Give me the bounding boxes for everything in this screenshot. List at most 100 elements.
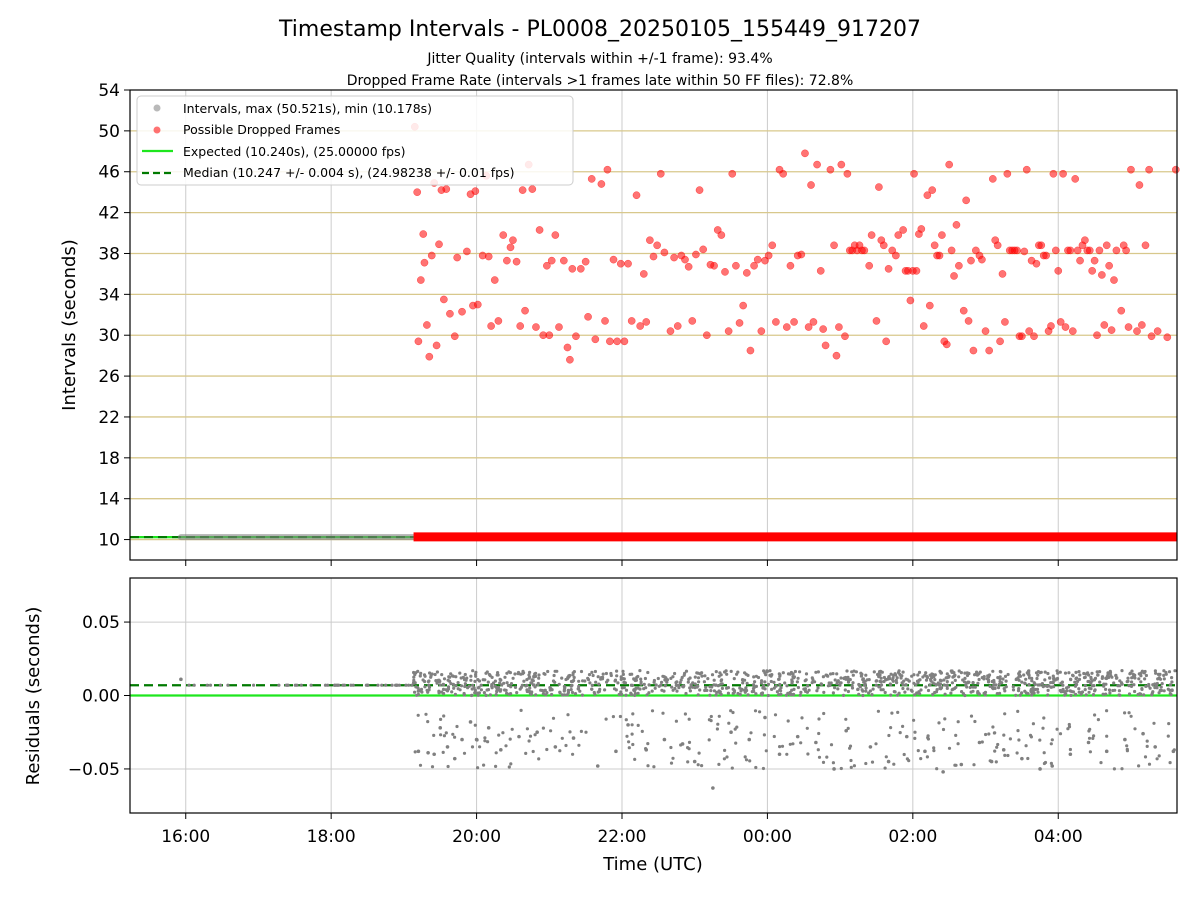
residual-point (806, 684, 810, 688)
residual-point (1074, 692, 1078, 697)
residual-extreme-point-19 (644, 748, 649, 752)
residual-outlier-point (980, 740, 984, 744)
dropped-frame-point-193 (1018, 332, 1026, 341)
residual-point (394, 683, 398, 687)
dropped-frame-point-162 (935, 251, 944, 260)
residual-point (562, 689, 566, 693)
residual-point (572, 675, 576, 680)
residual-point (525, 689, 529, 694)
residual-point (949, 691, 953, 695)
dropped-frame-point-186 (1001, 318, 1009, 326)
residual-point (712, 689, 717, 693)
dropped-frame-point-227 (1100, 321, 1109, 329)
residual-point (993, 686, 997, 691)
residual-point (846, 680, 851, 684)
residual-point (917, 678, 921, 682)
residual-point (1162, 689, 1166, 693)
residual-point (485, 688, 489, 692)
residual-outlier-point (416, 713, 420, 717)
dropped-frame-point-48 (559, 256, 568, 265)
residual-point (912, 681, 916, 685)
dropped-frame-point-65 (620, 337, 629, 346)
residual-point (560, 676, 564, 680)
residual-point (634, 678, 639, 682)
residual-outlier-point (1031, 722, 1035, 726)
residual-point (715, 690, 719, 695)
residual-outlier-point (754, 765, 758, 770)
residual-point (573, 692, 578, 696)
residual-point (1068, 689, 1072, 693)
residual-outlier-point (1003, 753, 1007, 758)
residual-outlier-point (1067, 722, 1071, 727)
residual-point (959, 671, 964, 675)
residual-outlier-point (646, 742, 650, 746)
residual-point (1154, 671, 1158, 675)
residual-outlier-point (1145, 739, 1149, 743)
residual-outlier-point (722, 757, 727, 761)
residual-point (636, 674, 640, 679)
residual-point (1093, 688, 1097, 692)
residual-outlier-point (723, 748, 727, 753)
residual-outlier-point (631, 712, 635, 716)
residual-outlier-point (896, 710, 900, 715)
residual-point (796, 676, 800, 680)
residual-outlier-point (1168, 761, 1172, 765)
dropped-frame-point-180 (985, 346, 994, 355)
residual-point (1052, 685, 1056, 689)
residual-point (466, 686, 470, 690)
residual-point (515, 691, 519, 695)
residual-outlier-point (758, 710, 762, 714)
residual-extreme-point-10 (486, 726, 491, 730)
residual-outlier-point (631, 742, 635, 747)
residual-point (769, 679, 773, 684)
dropped-frame-point-175 (969, 346, 978, 355)
residual-point (505, 681, 509, 685)
residual-point (596, 690, 600, 694)
residual-point (650, 689, 654, 693)
residual-point (423, 685, 427, 689)
dropped-frame-point-123 (830, 241, 838, 250)
dropped-frame-point-61 (606, 337, 614, 346)
residual-outlier-point (876, 709, 881, 713)
dropped-frame-point-156 (919, 322, 928, 330)
residual-point (680, 675, 684, 680)
dropped-frame-point-108 (779, 169, 788, 178)
residual-point (1055, 669, 1059, 673)
residual-outlier-point (671, 756, 675, 760)
residual-point (525, 683, 529, 688)
residual-point (1166, 687, 1170, 691)
residual-outlier-point (996, 742, 1000, 747)
residual-outlier-point (426, 720, 430, 724)
residual-point (1104, 682, 1108, 686)
residual-point (942, 683, 946, 687)
dropped-frame-point-23 (473, 300, 482, 309)
residual-point (1074, 670, 1078, 675)
residual-point (883, 690, 887, 695)
residual-point (924, 685, 928, 689)
residual-extreme-point-49 (1153, 745, 1157, 749)
residual-point (1032, 691, 1036, 695)
residual-point (435, 670, 439, 674)
residual-point (1046, 693, 1050, 697)
residual-point (470, 693, 474, 697)
residual-point (481, 678, 485, 682)
residual-outlier-point (1068, 747, 1072, 752)
residual-point (763, 671, 767, 675)
residual-outlier-point (1049, 742, 1053, 746)
residual-point (1164, 670, 1168, 675)
residual-point (407, 683, 411, 687)
residual-point (349, 683, 353, 687)
residual-outlier-point (995, 745, 999, 749)
residual-outlier-point (494, 751, 498, 755)
residual-outlier-point (430, 765, 435, 769)
residual-point (926, 688, 931, 693)
residual-point (696, 693, 700, 697)
residual-point (731, 687, 735, 691)
residual-point (1157, 691, 1161, 695)
residual-extreme-point-48 (1141, 731, 1145, 736)
residual-point (681, 684, 685, 689)
residual-outlier-point (700, 764, 704, 768)
residual-point (577, 679, 581, 683)
residual-point (425, 688, 429, 692)
residual-outlier-point (669, 761, 674, 765)
